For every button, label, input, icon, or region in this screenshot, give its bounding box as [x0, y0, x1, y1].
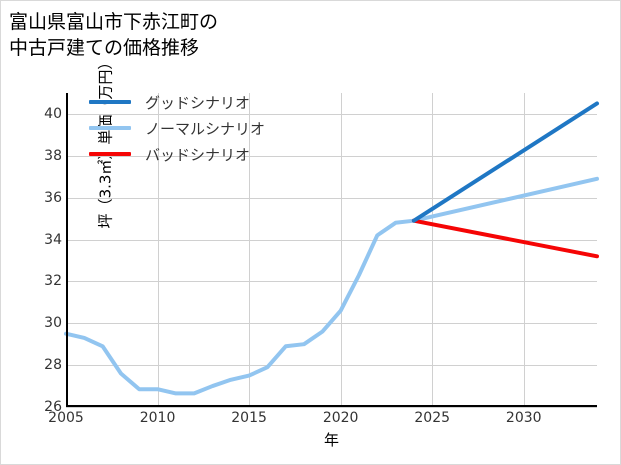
plot-frame: [66, 93, 597, 407]
x-axis-label: 年: [323, 431, 339, 449]
y-tick-label: 34: [44, 231, 62, 248]
gridline-horizontal: [66, 365, 597, 367]
legend-label: グッドシナリオ: [145, 93, 251, 112]
legend-item[interactable]: グッドシナリオ: [89, 89, 319, 115]
x-tick-label: 2030: [505, 410, 542, 426]
legend-label: ノーマルシナリオ: [145, 119, 266, 138]
legend-swatch-icon: [89, 126, 131, 130]
series-lines: [64, 101, 599, 396]
y-axis-tick-labels: 26 28 30 32 34 36 38 40: [18, 93, 62, 415]
gridline-vertical: [523, 93, 525, 407]
legend-swatch-icon: [89, 100, 131, 104]
x-tick-label: 2025: [414, 410, 451, 426]
gridline-vertical: [340, 93, 342, 407]
gridline-horizontal: [66, 197, 597, 199]
x-tick-label: 2015: [231, 410, 267, 426]
legend-label: バッドシナリオ: [145, 145, 251, 164]
chart-legend: グッドシナリオ ノーマルシナリオ バッドシナリオ: [89, 89, 319, 167]
x-axis-tick-labels: 2005 2010 2015 2020 2025 2030: [48, 410, 597, 430]
x-tick-label: 2005: [48, 410, 84, 426]
legend-swatch-icon: [89, 152, 131, 156]
gridline-vertical: [157, 93, 159, 407]
y-tick-label: 32: [44, 273, 62, 290]
y-tick-label: 26: [44, 399, 62, 415]
y-tick-label: 28: [44, 357, 62, 374]
x-tick-label: 2010: [139, 410, 176, 426]
series-line: [64, 176, 599, 396]
gridline-horizontal: [66, 407, 597, 408]
legend-item[interactable]: ノーマルシナリオ: [89, 115, 319, 141]
gridline-vertical: [432, 93, 434, 407]
chart-title: 富山県富山市下赤江町の 中古戸建ての価格推移: [9, 11, 219, 60]
y-tick-label: 36: [44, 189, 62, 206]
gridline-horizontal: [66, 281, 597, 283]
y-tick-label: 38: [44, 147, 62, 164]
plot-area: [64, 93, 599, 408]
series-line: [411, 101, 599, 223]
gridline-vertical: [249, 93, 251, 407]
gridline-horizontal: [66, 155, 597, 157]
gridline-horizontal: [66, 239, 597, 241]
x-tick-label: 2020: [322, 410, 359, 426]
series-line: [411, 218, 599, 259]
legend-item[interactable]: バッドシナリオ: [89, 141, 319, 167]
gridline-horizontal: [66, 113, 597, 115]
y-tick-label: 30: [44, 315, 62, 332]
y-tick-label: 40: [44, 105, 62, 122]
